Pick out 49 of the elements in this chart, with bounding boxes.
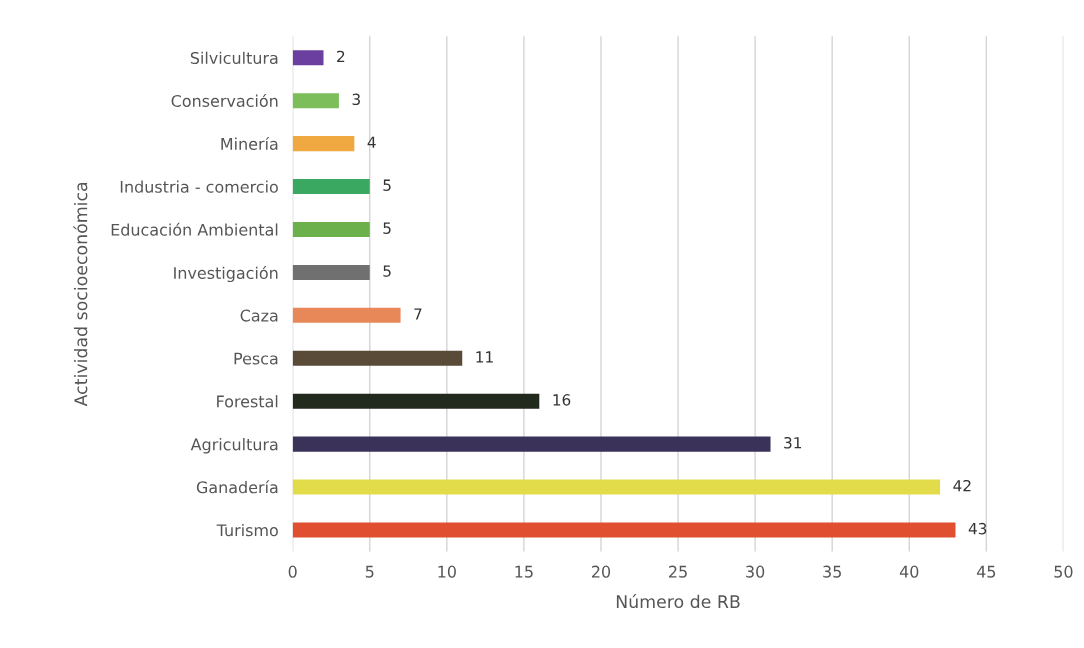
bar: [292, 179, 370, 195]
x-tick-label: 10: [438, 565, 456, 578]
data-label: 5: [383, 222, 391, 234]
y-tick-label: Pesca: [234, 352, 278, 365]
y-tick-label: Silvicultura: [190, 51, 278, 65]
y-tick-label: Educación Ambiental: [111, 222, 278, 236]
y-tick-label: Investigación: [174, 266, 278, 283]
y-tick-label: Agricultura: [190, 438, 278, 454]
data-label: 43: [968, 522, 987, 535]
y-tick-label: Turismo: [216, 523, 278, 537]
bar: [292, 93, 339, 109]
bar: [292, 350, 463, 366]
data-label: 3: [352, 93, 360, 106]
bar: [292, 393, 540, 409]
data-label: 16: [553, 394, 571, 406]
x-tick-label: 40: [899, 565, 919, 578]
bar: [292, 479, 941, 495]
y-tick-label: Forestal: [217, 395, 278, 408]
x-tick-label: 15: [515, 565, 533, 578]
bar: [292, 522, 956, 538]
x-axis-title: Número de RB: [616, 593, 740, 609]
data-label: 5: [383, 179, 391, 191]
x-tick-label: 50: [1054, 565, 1073, 578]
data-label: 5: [383, 265, 391, 277]
bar: [292, 221, 370, 237]
data-label: 2: [337, 50, 345, 62]
data-label: 7: [414, 308, 422, 320]
y-tick-label: Minería: [221, 136, 278, 150]
bar: [292, 264, 370, 280]
x-tick-label: 5: [365, 565, 374, 578]
x-tick-label: 0: [288, 565, 297, 578]
x-tick-label: 25: [669, 565, 687, 578]
y-tick-label: Conservación: [171, 93, 278, 107]
x-tick-label: 20: [591, 565, 611, 578]
data-label: 4: [367, 136, 376, 148]
y-tick-label: Industria - comercio: [120, 180, 278, 193]
x-tick-label: 30: [746, 565, 765, 578]
bar: [292, 436, 771, 452]
bar: [292, 136, 355, 152]
bar: [292, 307, 401, 323]
y-axis-title: Actividad socioeconómica: [73, 182, 88, 407]
y-tick-label: Ganadería: [196, 480, 278, 494]
bar: [292, 50, 324, 66]
data-label: 31: [784, 437, 802, 449]
y-tick-label: Caza: [240, 309, 278, 322]
data-label: 42: [953, 479, 971, 492]
data-label: 11: [476, 351, 493, 363]
x-tick-label: 45: [976, 565, 996, 578]
x-tick-label: 35: [823, 565, 841, 578]
